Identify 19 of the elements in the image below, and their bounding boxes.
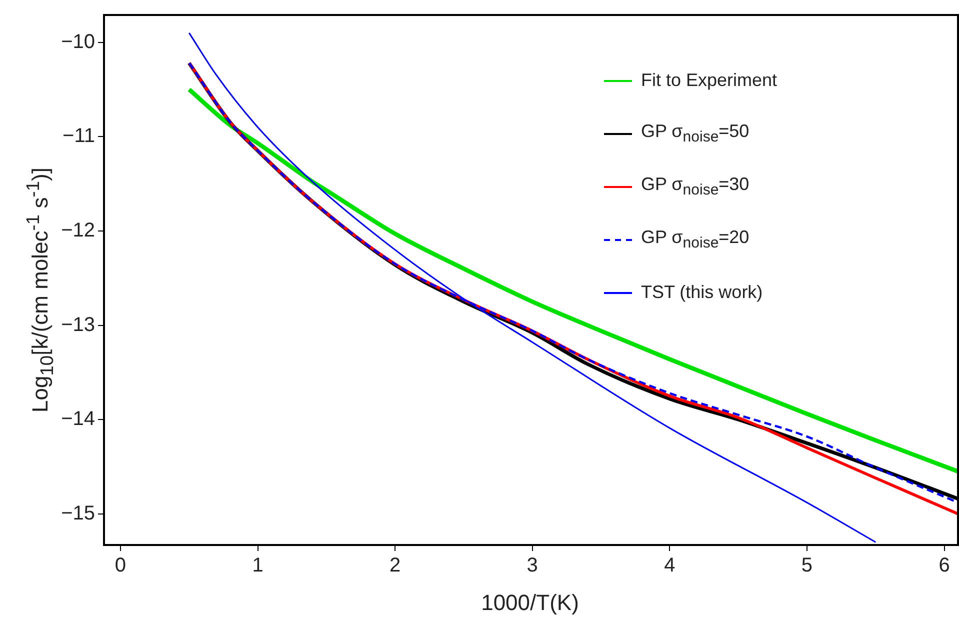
x-tick-label: 6 (938, 554, 950, 577)
legend-label: GP σ$_{noise}$=30 (641, 174, 750, 199)
legend-label: Fit to Experiment (641, 70, 778, 91)
legend-label: GP σ$_{noise}$=20 (641, 227, 750, 252)
x-axis-title: 1000/T(K) (481, 590, 579, 616)
x-tick-label: 0 (114, 554, 126, 577)
y-tick-label: −12 (61, 219, 95, 242)
y-tick-label: −14 (61, 408, 95, 430)
y-tick-label: −10 (61, 30, 95, 53)
x-tick-label: 3 (526, 554, 538, 577)
x-tick-label: 2 (390, 554, 401, 577)
y-tick-label: −13 (61, 314, 95, 336)
x-tick-label: 4 (664, 554, 676, 577)
legend-label: TST (this work) (641, 282, 763, 303)
x-tick-label: 1 (252, 554, 264, 577)
y-tick-label: −15 (61, 502, 95, 524)
x-tick-label: 5 (801, 554, 813, 577)
legend-label: GP σ$_{noise}$=50 (641, 121, 750, 146)
y-tick-label: −11 (62, 125, 95, 148)
